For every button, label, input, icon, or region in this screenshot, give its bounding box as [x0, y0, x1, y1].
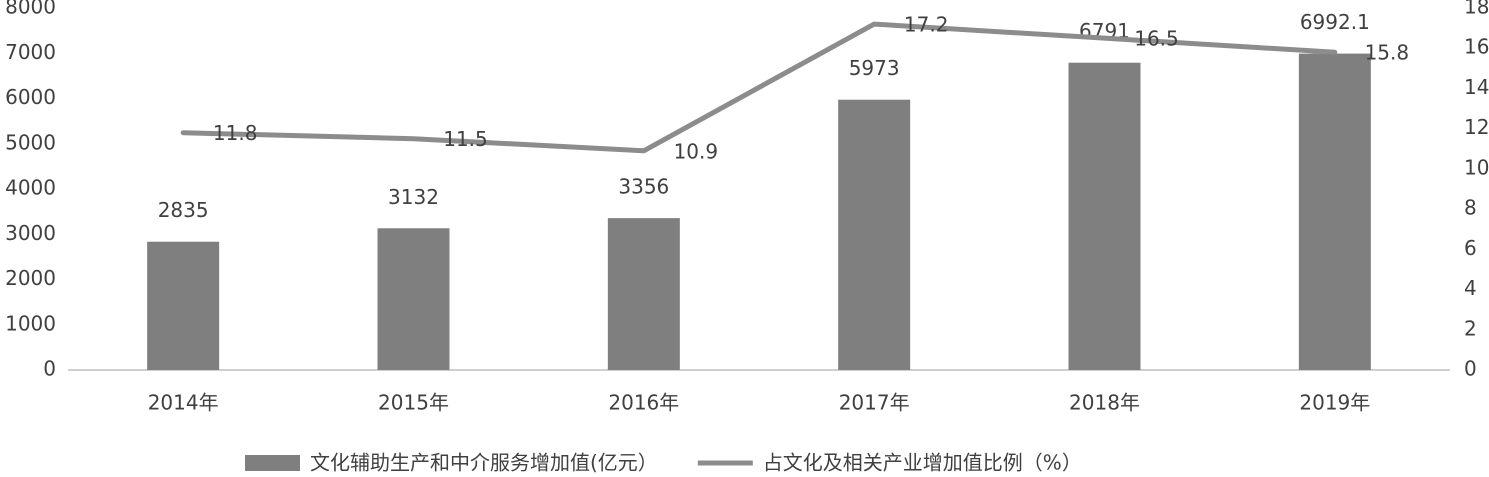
x-tick-label: 2018年	[1069, 391, 1140, 415]
bar	[1068, 62, 1141, 371]
bar	[607, 218, 680, 370]
y2-tick-label: 16	[1464, 35, 1489, 59]
data-label: 6992.1	[1300, 10, 1370, 34]
data-label: 15.8	[1365, 41, 1410, 65]
y-tick-label: 4000	[5, 176, 56, 200]
y2-tick-label: 4	[1464, 276, 1477, 300]
data-label: 17.2	[904, 13, 949, 37]
bar	[147, 241, 220, 370]
y2-tick-label: 10	[1464, 155, 1489, 179]
data-label: 5973	[849, 56, 900, 80]
data-label: 10.9	[674, 139, 719, 163]
y-tick-label: 1000	[5, 311, 56, 335]
line	[180, 21, 1338, 154]
data-label: 3132	[388, 185, 439, 209]
y-tick-label: 0	[43, 357, 56, 381]
y2-tick-label: 8	[1464, 196, 1477, 220]
y2-tick-label: 14	[1464, 75, 1489, 99]
y-tick-label: 7000	[5, 40, 56, 64]
y2-tick-label: 6	[1464, 236, 1477, 260]
data-label: 11.5	[443, 127, 488, 151]
bar	[377, 228, 450, 370]
bar	[838, 99, 911, 371]
y-tick-label: 6000	[5, 85, 56, 109]
y-tick-label: 2000	[5, 266, 56, 290]
data-label: 2835	[158, 198, 209, 222]
y2-tick-label: 18	[1464, 0, 1489, 19]
legend-swatch	[245, 455, 300, 471]
legend-label: 文化辅助生产和中介服务增加值(亿元）	[310, 451, 658, 475]
y2-tick-label: 12	[1464, 115, 1489, 139]
x-tick-label: 2019年	[1299, 391, 1370, 415]
data-label: 3356	[618, 175, 669, 199]
data-label: 16.5	[1134, 27, 1179, 51]
bar	[1298, 53, 1371, 370]
y-tick-label: 8000	[5, 0, 56, 19]
data-label: 11.8	[213, 121, 258, 145]
x-tick-label: 2016年	[608, 391, 679, 415]
x-tick-label: 2014年	[148, 391, 219, 415]
y2-tick-label: 0	[1464, 357, 1477, 381]
x-tick-label: 2017年	[839, 391, 910, 415]
y-tick-label: 5000	[5, 130, 56, 154]
legend-label: 占文化及相关产业增加值比例（%）	[763, 451, 1082, 475]
y2-tick-label: 2	[1464, 316, 1477, 340]
y-tick-label: 3000	[5, 221, 56, 245]
x-tick-label: 2015年	[378, 391, 449, 415]
